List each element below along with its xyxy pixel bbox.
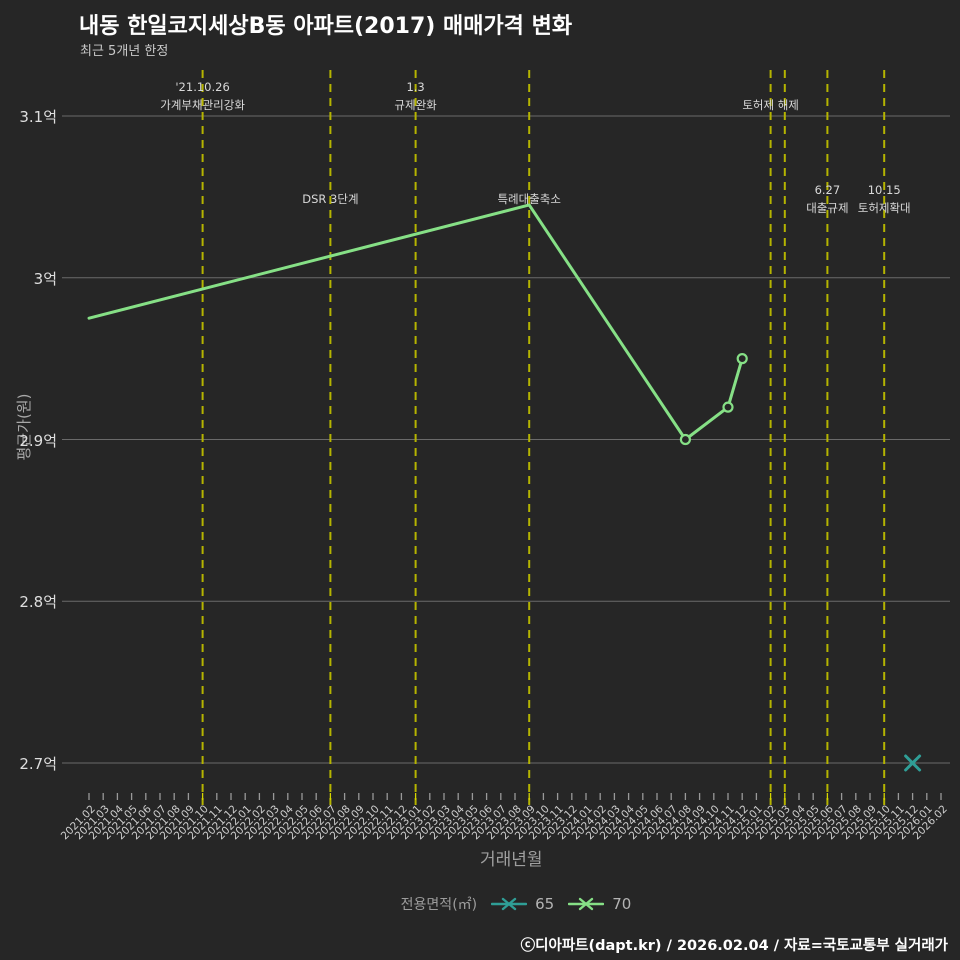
- legend-item-label: 65: [535, 895, 555, 913]
- series-65-marker: [904, 754, 922, 772]
- event-label: DSR 3단계: [302, 190, 358, 208]
- page-title: 내동 한일코지세상B동 아파트(2017) 매매가격 변화: [79, 14, 573, 39]
- credit-footer: ⓒ디아파트(dapt.kr) / 2026.02.04 / 자료=국토교통부 실…: [520, 938, 948, 954]
- event-label-line: '21.10.26: [175, 80, 230, 94]
- y-tick-label: 3.1억: [19, 108, 57, 126]
- legend-marker-icon: [568, 897, 605, 911]
- event-label-line: 1.3: [406, 80, 425, 94]
- legend-title: 전용면적(㎡): [400, 897, 478, 913]
- legend-item-label: 70: [612, 895, 632, 913]
- legend-item-65[interactable]: 65: [491, 895, 554, 913]
- event-label-line: 특례대출축소: [497, 192, 561, 206]
- y-tick-label: 3억: [33, 269, 57, 288]
- event-label: '21.10.26 가계부채관리강화: [160, 78, 245, 114]
- legend-item-70[interactable]: 70: [568, 895, 631, 913]
- legend-marker-icon: [491, 897, 528, 911]
- event-label-line: 규제완화: [394, 98, 437, 112]
- event-label-line: 대출규제: [806, 201, 849, 215]
- y-tick-label: 2.7억: [19, 755, 57, 773]
- event-label-line: 토허제확대: [857, 201, 911, 215]
- data-point-marker: [722, 401, 734, 413]
- x-axis-title: 거래년월: [480, 850, 543, 870]
- page-subtitle: 최근 5개년 한정: [80, 44, 169, 59]
- event-label: 10.15 토허제확대: [858, 181, 911, 217]
- data-point-marker: [679, 433, 692, 446]
- data-point-marker: [736, 353, 748, 365]
- legend: 전용면적(㎡) 65 70: [0, 894, 960, 914]
- y-tick-label: 2.9억: [19, 431, 57, 450]
- event-label: 1.3 규제완화: [394, 78, 436, 114]
- event-label-line: 6.27: [814, 183, 841, 197]
- event-label-line: DSR 3단계: [302, 192, 359, 206]
- event-label: 6.27 대출규제: [806, 181, 848, 217]
- event-label: 토허제 해제: [742, 96, 799, 114]
- event-label-line: 10.15: [867, 183, 901, 197]
- event-label-line: 토허제 해제: [742, 98, 799, 112]
- event-label-line: 가계부채관리강화: [160, 98, 245, 112]
- event-label: 특례대출축소: [497, 190, 560, 208]
- y-tick-label: 2.8억: [19, 593, 57, 612]
